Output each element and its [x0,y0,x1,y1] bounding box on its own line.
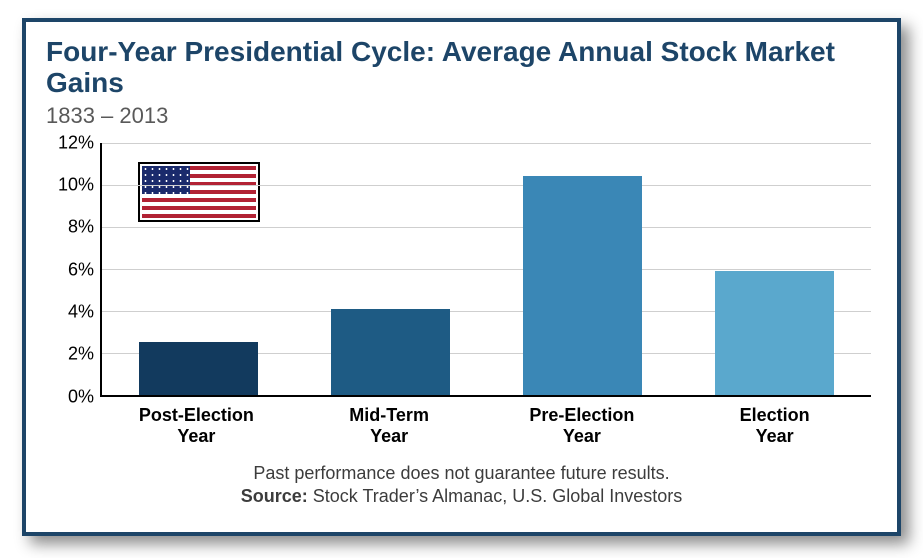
source-line: Source: Stock Trader’s Almanac, U.S. Glo… [46,485,877,508]
y-tick-label: 2% [46,344,94,365]
bar [139,342,258,395]
chart-card: Four-Year Presidential Cycle: Average An… [22,18,901,536]
chart-title: Four-Year Presidential Cycle: Average An… [46,36,877,99]
y-tick-label: 6% [46,259,94,280]
bar-slot [102,143,294,395]
bar-chart: 0%2%4%6%8%10%12% [46,143,877,397]
disclaimer-text: Past performance does not guarantee futu… [46,462,877,485]
bars-container [102,143,871,395]
source-text: Stock Trader’s Almanac, U.S. Global Inve… [308,486,683,506]
chart-footer: Past performance does not guarantee futu… [46,462,877,509]
x-tick-label: Pre-ElectionYear [486,405,679,448]
bar [331,309,450,395]
y-tick-label: 8% [46,217,94,238]
y-axis: 0%2%4%6%8%10%12% [46,143,100,397]
x-tick-label: Mid-TermYear [293,405,486,448]
bar-slot [487,143,679,395]
source-label: Source: [241,486,308,506]
x-tick-label: Post-ElectionYear [100,405,293,448]
y-tick-label: 4% [46,302,94,323]
x-tick-label: ElectionYear [678,405,871,448]
plot-area [100,143,871,397]
y-tick-label: 10% [46,175,94,196]
bar [715,271,834,395]
bar [523,176,642,394]
y-tick-label: 0% [46,386,94,407]
chart-subtitle: 1833 – 2013 [46,103,877,129]
y-tick-label: 12% [46,132,94,153]
bar-slot [679,143,871,395]
bar-slot [294,143,486,395]
x-axis-labels: Post-ElectionYearMid-TermYearPre-Electio… [100,405,871,448]
